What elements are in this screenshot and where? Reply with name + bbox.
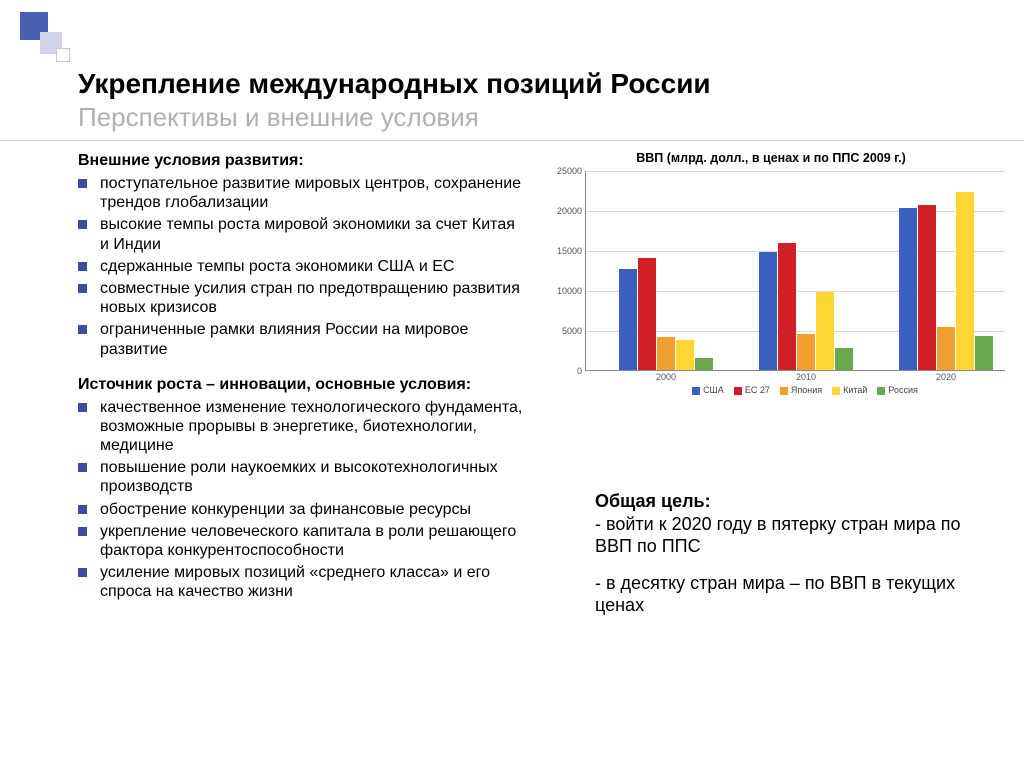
bar-США [899,208,917,370]
legend-item: Китай [832,385,867,395]
chart-title: ВВП (млрд. долл., в ценах и по ППС 2009 … [555,151,987,165]
goal-p2: - в десятку стран мира – по ВВП в текущи… [595,572,975,617]
bar-США [759,252,777,370]
section1-list: поступательное развитие мировых центров,… [78,174,528,359]
bar-Россия [835,348,853,370]
bullet-item: поступательное развитие мировых центров,… [78,174,528,212]
legend-item: США [692,385,724,395]
bar-Япония [797,334,815,370]
bullet-item: повышение роли наукоемких и высокотехнол… [78,458,528,496]
section1-head: Внешние условия развития: [78,152,528,170]
bar-Китай [956,192,974,370]
title-divider [0,140,1024,141]
y-axis-label: 15000 [557,246,586,256]
bar-Япония [937,327,955,370]
bar-США [619,269,637,370]
legend-item: ЕС 27 [734,385,770,395]
chart-legend: США ЕС 27 Япония Китай Россия [615,385,995,395]
y-axis-label: 20000 [557,206,586,216]
bullet-item: усиление мировых позиций «среднего класс… [78,563,528,601]
y-axis-label: 10000 [557,286,586,296]
goal-block: Общая цель: - войти к 2020 году в пятерк… [595,490,975,631]
x-axis-label: 2010 [776,370,836,382]
bar-Китай [676,340,694,370]
title-main: Укрепление международных позиций России [78,68,711,100]
bar-Россия [975,336,993,370]
section2-head: Источник роста – инновации, основные усл… [78,376,528,394]
bar-ЕС 27 [778,243,796,370]
legend-item: Япония [780,385,822,395]
bullet-item: ограниченные рамки влияния России на мир… [78,320,528,358]
goal-head: Общая цель: [595,491,711,511]
y-axis-label: 0 [577,366,586,376]
bullet-item: укрепление человеческого капитала в роли… [78,522,528,560]
bar-Россия [695,358,713,370]
bar-Китай [816,292,834,370]
logo-decoration [20,12,90,67]
title-block: Укрепление международных позиций России … [78,68,711,133]
bar-Япония [657,337,675,370]
bullet-item: совместные усилия стран по предотвращени… [78,279,528,317]
section2-list: качественное изменение технологического … [78,398,528,602]
left-column: Внешние условия развития: поступательное… [78,152,528,605]
chart-plot: 0500010000150002000025000200020102020 [585,171,1005,371]
bullet-item: сдержанные темпы роста экономики США и Е… [78,257,528,276]
x-axis-label: 2020 [916,370,976,382]
bullet-item: качественное изменение технологического … [78,398,528,456]
y-axis-label: 25000 [557,166,586,176]
title-sub: Перспективы и внешние условия [78,102,711,133]
bar-ЕС 27 [638,258,656,370]
bullet-item: высокие темпы роста мировой экономики за… [78,215,528,253]
y-axis-label: 5000 [562,326,586,336]
goal-p1: - войти к 2020 году в пятерку стран мира… [595,514,961,557]
gdp-chart: ВВП (млрд. долл., в ценах и по ППС 2009 … [555,151,987,411]
bar-ЕС 27 [918,205,936,370]
bullet-item: обострение конкуренции за финансовые рес… [78,500,528,519]
legend-item: Россия [877,385,918,395]
x-axis-label: 2000 [636,370,696,382]
